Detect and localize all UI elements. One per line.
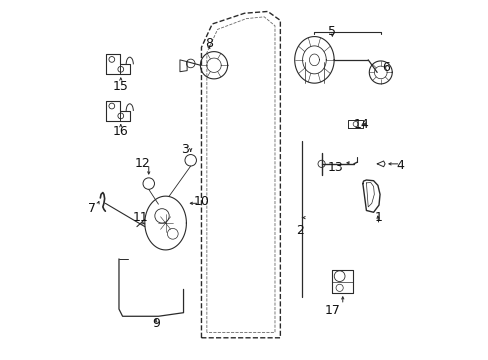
Text: 2: 2 (296, 224, 304, 237)
Text: 6: 6 (382, 60, 389, 73)
Text: 4: 4 (396, 159, 404, 172)
Text: 11: 11 (132, 211, 148, 224)
Text: 12: 12 (134, 157, 150, 170)
Text: 3: 3 (181, 143, 189, 156)
Text: 5: 5 (327, 25, 336, 38)
Text: 13: 13 (327, 161, 343, 174)
Text: 16: 16 (113, 125, 128, 138)
Text: 17: 17 (324, 305, 340, 318)
Text: 1: 1 (374, 211, 382, 224)
Text: 7: 7 (88, 202, 96, 215)
Text: 15: 15 (113, 80, 128, 93)
Text: 8: 8 (204, 37, 212, 50)
Text: 10: 10 (193, 195, 209, 208)
Text: 14: 14 (352, 118, 368, 131)
Text: 9: 9 (152, 317, 160, 330)
